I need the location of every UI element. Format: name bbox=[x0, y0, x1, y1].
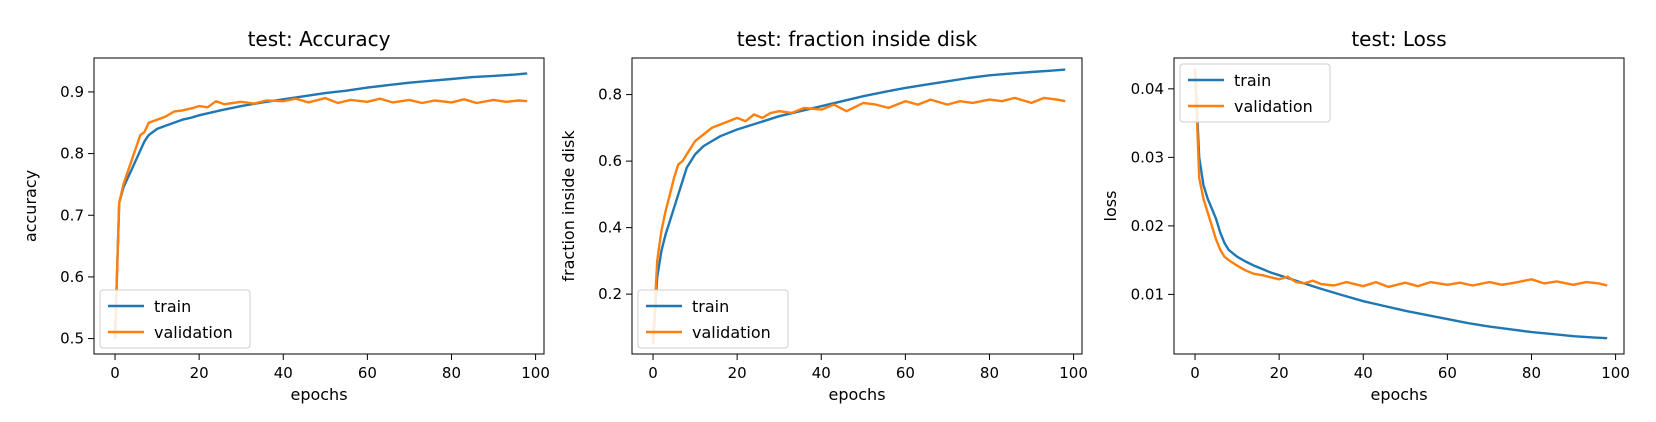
chart-3: 0 20 40 60 80 100 0.01 0.02 0.03 0.04 test: Loss ep… bbox=[1101, 27, 1630, 404]
series-line-validation bbox=[1193, 68, 1608, 289]
x-tick-label: 40 bbox=[1354, 364, 1373, 382]
legend-label-validation: validation bbox=[692, 323, 771, 342]
x-tick-label: 60 bbox=[1438, 364, 1457, 382]
chart-title: test: Loss bbox=[1351, 27, 1446, 51]
x-tick-label: 80 bbox=[442, 364, 461, 382]
legend: train validation bbox=[637, 289, 789, 349]
x-axis-label: epochs bbox=[290, 385, 347, 404]
x-axis-label: epochs bbox=[828, 385, 885, 404]
series-line-train bbox=[651, 68, 1066, 345]
legend-label-train: train bbox=[692, 297, 729, 316]
chart-1: 0 20 40 60 80 100 0.5 0.6 0.7 0.8 0.9 test: Accurac… bbox=[21, 27, 550, 404]
y-tick-label: 0.02 bbox=[1131, 217, 1164, 235]
legend: train validation bbox=[99, 289, 251, 349]
series-line-validation bbox=[113, 96, 528, 339]
x-tick-label: 80 bbox=[1522, 364, 1541, 382]
plot-frame bbox=[631, 57, 1083, 355]
legend-label-validation: validation bbox=[154, 323, 233, 342]
y-tick-label: 0.03 bbox=[1131, 148, 1164, 166]
y-axis-label: accuracy bbox=[21, 170, 40, 242]
x-tick-label: 100 bbox=[1601, 364, 1630, 382]
x-tick-label: 40 bbox=[812, 364, 831, 382]
y-tick-label: 0.4 bbox=[598, 219, 622, 237]
y-tick-label: 0.7 bbox=[60, 206, 84, 224]
y-tick-label: 0.9 bbox=[60, 83, 84, 101]
y-tick-label: 0.8 bbox=[598, 86, 622, 104]
legend-label-train: train bbox=[1234, 71, 1271, 90]
series-line-train bbox=[113, 72, 528, 339]
x-axis-label: epochs bbox=[1370, 385, 1427, 404]
legend-box bbox=[99, 289, 251, 349]
x-tick-label: 20 bbox=[728, 364, 747, 382]
y-tick-label: 0.8 bbox=[60, 145, 84, 163]
legend-box bbox=[1179, 63, 1331, 123]
chart-title: test: Accuracy bbox=[248, 27, 391, 51]
legend-label-validation: validation bbox=[1234, 97, 1313, 116]
y-tick-label: 0.6 bbox=[598, 152, 622, 170]
x-tick-label: 100 bbox=[521, 364, 550, 382]
x-tick-label: 100 bbox=[1059, 364, 1088, 382]
x-tick-label: 60 bbox=[896, 364, 915, 382]
y-tick-label: 0.6 bbox=[60, 268, 84, 286]
x-tick-label: 0 bbox=[1190, 364, 1200, 382]
plot-frame bbox=[93, 57, 545, 355]
legend-label-train: train bbox=[154, 297, 191, 316]
x-tick-label: 40 bbox=[274, 364, 293, 382]
chart-title: test: fraction inside disk bbox=[737, 27, 978, 51]
x-tick-label: 0 bbox=[648, 364, 658, 382]
x-tick-label: 0 bbox=[110, 364, 120, 382]
x-tick-label: 60 bbox=[358, 364, 377, 382]
chart-2: 0 20 40 60 80 100 0.2 0.4 0.6 0.8 test: fraction i… bbox=[559, 27, 1088, 404]
y-tick-label: 0.2 bbox=[598, 285, 622, 303]
plot-frame bbox=[1173, 57, 1625, 355]
legend: train validation bbox=[1179, 63, 1331, 123]
y-tick-label: 0.5 bbox=[60, 330, 84, 348]
x-tick-label: 80 bbox=[980, 364, 999, 382]
x-tick-label: 20 bbox=[190, 364, 209, 382]
y-axis-label: fraction inside disk bbox=[559, 130, 578, 282]
y-tick-label: 0.04 bbox=[1131, 80, 1164, 98]
series-line-validation bbox=[651, 96, 1066, 345]
y-axis-label: loss bbox=[1101, 191, 1120, 222]
legend-box bbox=[637, 289, 789, 349]
x-tick-label: 20 bbox=[1270, 364, 1289, 382]
y-tick-label: 0.01 bbox=[1131, 285, 1164, 303]
